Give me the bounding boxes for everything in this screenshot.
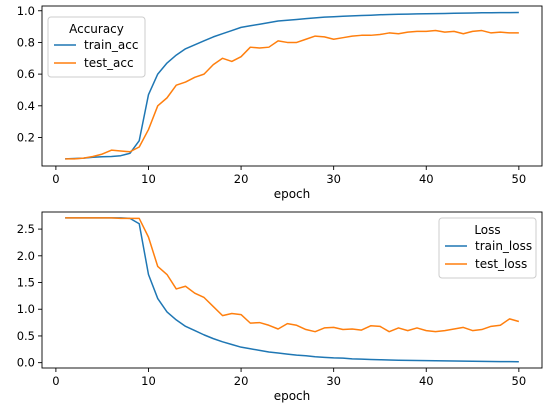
x-tick-label: 0	[52, 374, 59, 388]
series-line-train-loss	[65, 217, 519, 363]
series-line-train-acc	[65, 11, 519, 160]
series-line-test-loss	[65, 217, 520, 333]
legend: Loss train_loss test_loss	[438, 217, 537, 279]
series-line-test-acc	[65, 29, 519, 160]
x-tick-label: 30	[326, 374, 341, 388]
y-tick-label: 2.0	[17, 249, 35, 263]
legend-entry-label: test_acc	[84, 56, 134, 70]
legend-box	[47, 16, 146, 78]
x-tick-label: 50	[512, 172, 527, 186]
y-tick-label: 1.0	[17, 4, 35, 18]
x-axis-label: epoch	[274, 187, 311, 201]
legend: Accuracy train_acc test_acc	[47, 16, 146, 78]
y-tick-label: 1.0	[17, 302, 35, 316]
legend-title: Loss	[474, 223, 500, 237]
x-tick-label: 40	[419, 172, 434, 186]
y-tick-label: 1.5	[17, 276, 35, 290]
x-tick-label: 40	[419, 374, 434, 388]
x-tick-label: 20	[234, 172, 249, 186]
y-tick-label: 0.0	[17, 356, 35, 370]
x-axis-label: epoch	[274, 389, 311, 403]
legend-entry-label: train_acc	[84, 38, 138, 52]
y-tick-label: 0.2	[17, 130, 35, 144]
y-tick-label: 0.6	[17, 67, 35, 81]
y-tick-label: 2.5	[17, 222, 35, 236]
x-tick-label: 0	[52, 172, 59, 186]
loss-panel: 0 10 20 30 40 50 0.0 0.5 1.0 1.5 2.0 2.5 epoch Loss tr…	[17, 211, 543, 403]
y-tick-label: 0.8	[17, 35, 35, 49]
legend-entry-label: test_loss	[475, 257, 527, 271]
legend-entry-label: train_loss	[475, 239, 532, 253]
x-tick-label: 10	[141, 374, 156, 388]
y-tick-label: 0.4	[17, 99, 35, 113]
y-tick-label: 0.5	[17, 329, 35, 343]
x-tick-label: 10	[141, 172, 156, 186]
x-tick-label: 20	[234, 374, 249, 388]
axes-frame	[41, 5, 543, 167]
x-tick-label: 50	[512, 374, 527, 388]
x-tick-label: 30	[326, 172, 341, 186]
axes-frame	[41, 211, 543, 369]
legend-box	[438, 217, 537, 279]
legend-title: Accuracy	[69, 22, 124, 36]
accuracy-panel: 0 10 20 30 40 50 0.2 0.4 0.6 0.8 1.0 epoch Accuracy t…	[17, 4, 543, 201]
